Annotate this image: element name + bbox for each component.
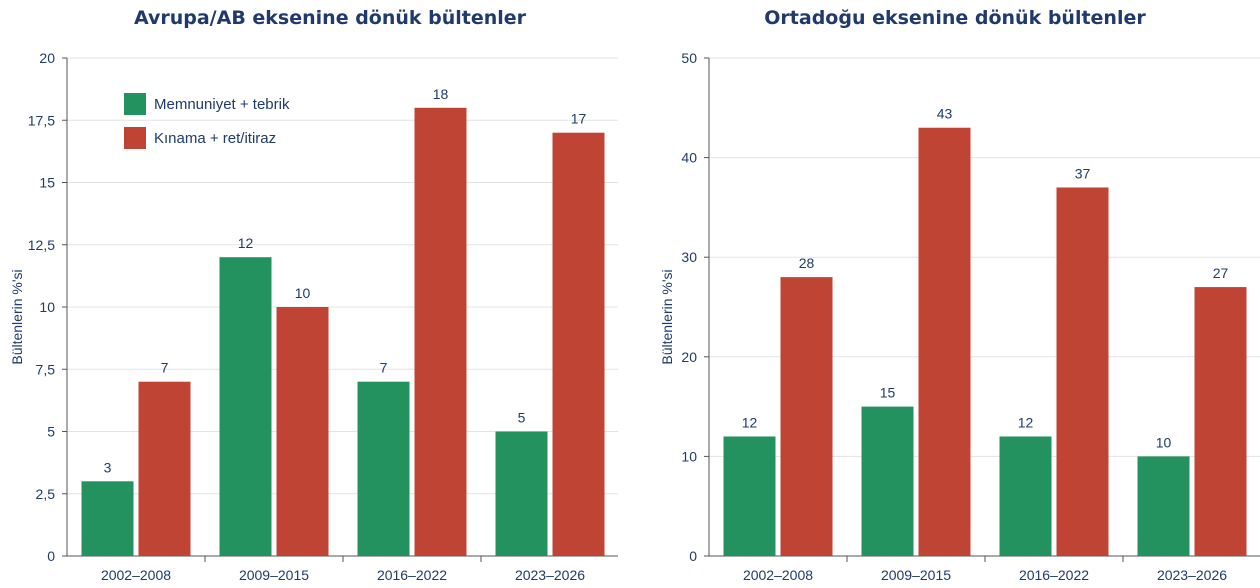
bar-green: [495, 431, 548, 556]
bar-green: [81, 481, 134, 556]
bar-red: [780, 277, 833, 556]
chart-title: Ortadoğu eksenine dönük bültenler: [764, 7, 1146, 29]
bar-green: [357, 381, 410, 556]
y-tick-label: 2,5: [36, 486, 56, 502]
data-label: 7: [161, 360, 169, 376]
y-tick-label: 20: [681, 349, 697, 365]
bar-green: [861, 406, 914, 556]
y-tick-label: 12,5: [28, 237, 55, 253]
legend-swatch: [124, 93, 146, 115]
data-label: 12: [238, 235, 254, 251]
x-tick-label: 2002–2008: [101, 567, 171, 583]
y-tick-label: 17,5: [28, 112, 55, 128]
data-label: 12: [742, 414, 758, 430]
legend-label: Kınama + ret/itiraz: [154, 130, 276, 147]
y-tick-label: 7,5: [36, 361, 56, 377]
chart-panel-2: Ortadoğu eksenine dönük bültenler 0 10 20 30…: [659, 7, 1260, 583]
x-tick-label: 2009–2015: [881, 567, 951, 583]
data-label: 17: [571, 111, 587, 127]
y-tick-label: 5: [47, 424, 55, 440]
data-label: 15: [880, 385, 896, 401]
y-tick-label: 20: [39, 50, 55, 66]
bar-green: [1137, 456, 1190, 556]
bar-red: [276, 307, 329, 556]
data-label: 27: [1213, 265, 1229, 281]
data-label: 28: [799, 255, 815, 271]
y-tick-label: 30: [681, 249, 697, 265]
data-label: 10: [295, 285, 311, 301]
bar-green: [723, 436, 776, 556]
x-tick-label: 2016–2022: [1019, 567, 1089, 583]
data-label: 43: [937, 106, 953, 122]
bar-green: [219, 257, 272, 556]
y-tick-label: 10: [39, 299, 55, 315]
data-label: 18: [433, 86, 449, 102]
chart-title: Avrupa/AB eksenine dönük bültenler: [134, 7, 527, 29]
bar-red: [552, 132, 605, 556]
bar-red: [138, 381, 191, 556]
y-tick-label: 50: [681, 50, 697, 66]
bar-green: [999, 436, 1052, 556]
bar-red: [414, 107, 467, 557]
y-tick-label: 10: [681, 448, 697, 464]
chart-panel-1: Avrupa/AB eksenine dönük bültenler 0 2,5 5 7…: [9, 7, 618, 583]
x-tick-label: 2023–2026: [515, 567, 585, 583]
data-label: 7: [380, 360, 388, 376]
bar-red: [1194, 287, 1247, 556]
x-tick-label: 2023–2026: [1157, 567, 1227, 583]
data-label: 12: [1018, 414, 1034, 430]
y-axis-label: Bültenlerin %'si: [659, 269, 675, 364]
data-label: 10: [1156, 434, 1172, 450]
legend-label: Memnuniyet + tebrik: [154, 96, 290, 113]
y-axis-label: Bültenlerin %'si: [9, 269, 25, 364]
data-label: 5: [518, 410, 526, 426]
data-label: 37: [1075, 165, 1091, 181]
bar-red: [1056, 187, 1109, 557]
y-tick-label: 0: [47, 548, 55, 564]
bar-red: [918, 127, 971, 556]
x-tick-label: 2002–2008: [743, 567, 813, 583]
x-tick-label: 2016–2022: [377, 567, 447, 583]
y-tick-label: 0: [689, 548, 697, 564]
y-tick-label: 15: [39, 175, 55, 191]
legend-swatch: [124, 127, 146, 149]
y-tick-label: 40: [681, 150, 697, 166]
data-label: 3: [104, 459, 112, 475]
x-tick-label: 2009–2015: [239, 567, 309, 583]
